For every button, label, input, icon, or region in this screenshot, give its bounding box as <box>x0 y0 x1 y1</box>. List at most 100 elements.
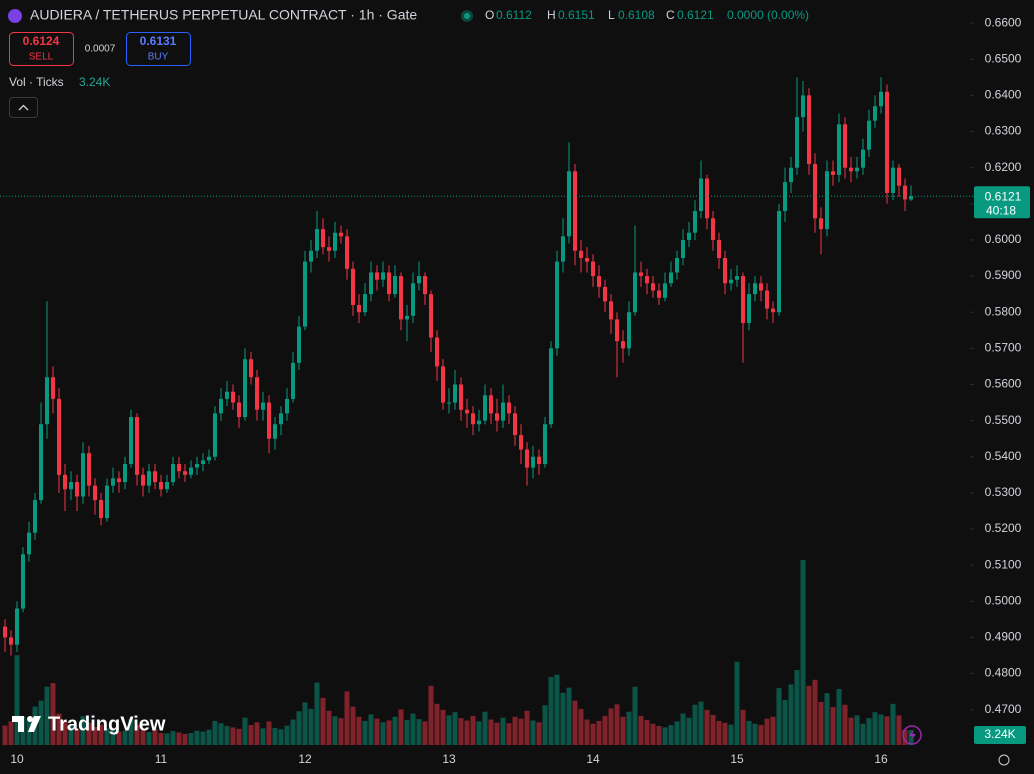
alert-bolt <box>909 729 916 742</box>
candle-body <box>15 608 19 645</box>
volume-bar <box>134 725 140 745</box>
volume-bar <box>788 684 794 745</box>
volume-bar <box>260 728 266 745</box>
candle-body <box>675 258 679 273</box>
volume-bar <box>518 718 524 745</box>
volume-bar <box>188 732 194 745</box>
candle-body <box>177 463 181 472</box>
volume-bar <box>566 687 572 745</box>
candle-body <box>405 315 409 320</box>
sell-label: SELL <box>29 52 54 63</box>
volume-bar <box>794 670 800 745</box>
volume-bar <box>554 674 560 745</box>
candle-body <box>411 283 415 316</box>
candle-body <box>687 232 691 240</box>
volume-bar <box>722 722 728 745</box>
volume-bar <box>464 720 470 745</box>
candle-body <box>345 236 349 269</box>
candle-body <box>615 319 619 342</box>
candle-body <box>525 449 529 468</box>
volume-bar <box>86 722 92 745</box>
candle-body <box>435 337 439 367</box>
candle-body <box>207 456 211 461</box>
y-tick-label: 0.5100 <box>985 557 1022 571</box>
candle-body <box>69 482 73 490</box>
x-tick-label: 13 <box>442 752 456 766</box>
volume-bar <box>584 719 590 745</box>
x-tick-label: 10 <box>10 752 24 766</box>
candle-body <box>663 283 667 298</box>
volume-bar <box>446 715 452 745</box>
symbol-icon <box>8 9 22 23</box>
volume-bar <box>8 721 14 745</box>
candle-body <box>189 467 193 475</box>
candle-body <box>735 276 739 280</box>
volume-bar <box>506 723 512 745</box>
candle-body <box>573 171 577 251</box>
volume-bar <box>368 714 374 745</box>
volume-bar <box>764 718 770 745</box>
candle-body <box>723 258 727 284</box>
volume-bar <box>122 730 128 745</box>
close-label: C <box>666 8 675 22</box>
volume-bar <box>326 710 332 745</box>
candle-body <box>639 272 643 277</box>
candle-body <box>783 182 787 212</box>
open-value: 0.6112 <box>496 8 532 22</box>
candle-body <box>609 301 613 320</box>
volume-bar <box>164 733 170 745</box>
volume-bar <box>158 732 164 745</box>
volume-bar <box>734 661 740 745</box>
candle-body <box>459 384 463 410</box>
y-tick-label: 0.4700 <box>985 702 1022 716</box>
volume-bar <box>572 700 578 745</box>
volume-bar <box>356 716 362 745</box>
candle-body <box>339 232 343 237</box>
volume-bar <box>476 721 482 745</box>
settings-icon[interactable] <box>998 754 1010 766</box>
volume-bar <box>104 728 110 745</box>
alert-icon[interactable] <box>902 725 922 745</box>
volume-bar <box>320 697 326 745</box>
high-value: 0.6151 <box>558 8 595 22</box>
high-label: H <box>547 8 556 22</box>
candle-body <box>549 348 553 425</box>
y-tick-label: 0.5800 <box>985 304 1022 318</box>
collapse-button[interactable] <box>9 97 38 118</box>
candle-body <box>369 272 373 295</box>
candle-body <box>111 478 115 486</box>
candle-body <box>183 471 187 475</box>
volume-bar <box>374 718 380 745</box>
candle-body <box>501 402 505 421</box>
sell-button[interactable] <box>9 32 74 66</box>
candle-body <box>357 304 361 313</box>
status-dot <box>464 13 470 19</box>
volume-bar <box>470 715 476 745</box>
candle-body <box>429 294 433 338</box>
volume-bar <box>362 720 368 745</box>
open-label: O <box>485 8 494 22</box>
candle-body <box>561 236 565 262</box>
candle-body <box>879 91 883 107</box>
volume-bar <box>422 721 428 745</box>
volume-bar <box>668 725 674 745</box>
volume-bar <box>800 560 806 745</box>
candle-body <box>717 239 721 259</box>
volume-bar <box>482 711 488 745</box>
candle-body <box>351 268 355 305</box>
volume-bar <box>14 655 20 745</box>
last-volume-box <box>974 726 1026 744</box>
candle-body <box>807 95 811 165</box>
candle-body <box>795 117 799 168</box>
x-tick-label: 15 <box>730 752 744 766</box>
candle-body <box>27 532 31 555</box>
buy-button[interactable] <box>126 32 191 66</box>
volume-bar <box>458 718 464 745</box>
volume-bar <box>638 715 644 745</box>
candle-body <box>567 171 571 237</box>
candle-body <box>219 398 223 414</box>
volume-bar <box>380 722 386 745</box>
